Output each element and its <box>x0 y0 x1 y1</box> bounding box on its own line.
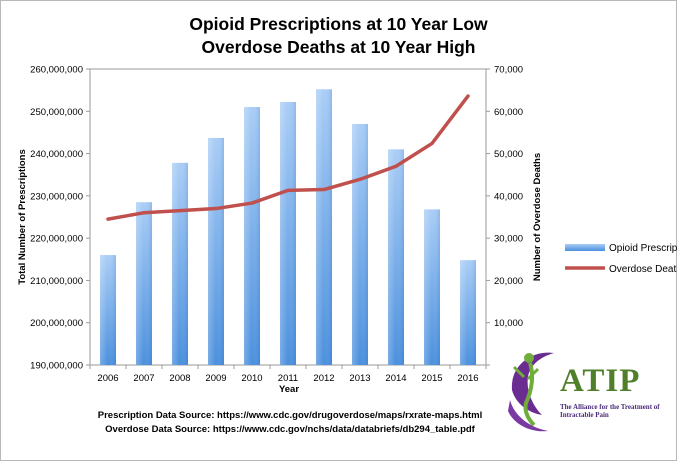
x-axis-title: Year <box>279 384 299 395</box>
bar-shade-2012 <box>316 89 332 365</box>
legend: Opioid Prescriptions Overdose Deaths <box>565 243 677 275</box>
left-tick-label: 240,000,000 <box>30 149 83 160</box>
bar-shade-2015 <box>424 209 440 365</box>
x-tick-label: 2013 <box>349 373 370 384</box>
bar-shade-2014 <box>388 149 404 365</box>
x-tick-label: 2006 <box>97 373 118 384</box>
legend-swatch-prescriptions <box>565 244 605 251</box>
line-series <box>106 94 470 221</box>
x-tick-label: 2007 <box>133 373 154 384</box>
left-tick-label: 260,000,000 <box>30 65 83 76</box>
right-axis-title: Number of Overdose Deaths <box>532 153 543 281</box>
left-axis-title: Total Number of Prescriptions <box>17 149 28 284</box>
chart-title-line2: Overdose Deaths at 10 Year High <box>201 37 476 57</box>
right-tick-label: 30,000 <box>494 234 523 245</box>
right-tick-label: 40,000 <box>494 191 523 202</box>
right-axis-ticks: 10,000 20,000 30,000 40,000 50,000 60,000 70,0… <box>486 65 523 366</box>
right-tick-label: 20,000 <box>494 276 523 287</box>
x-tick-label: 2015 <box>421 373 442 384</box>
x-tick-label: 2008 <box>169 373 190 384</box>
bar-shade-2008 <box>172 162 188 365</box>
x-axis-ticks: 2006 2007 2008 2009 2010 2011 2012 2013 2014 2015… <box>89 365 487 384</box>
left-tick-label: 230,000,000 <box>30 191 83 202</box>
bar-shade-2007 <box>136 202 152 365</box>
right-tick-label: 10,000 <box>494 318 523 329</box>
bar-shade-2006 <box>100 255 116 365</box>
atip-figure-icon <box>508 352 554 432</box>
x-tick-label: 2011 <box>278 373 298 384</box>
left-axis-ticks: 190,000,000 200,000,000 210,000,000 220,000… <box>30 65 90 372</box>
left-tick-label: 250,000,000 <box>30 107 83 118</box>
left-tick-label: 190,000,000 <box>30 361 83 372</box>
chart-title-line1: Opioid Prescriptions at 10 Year Low <box>189 14 488 34</box>
x-tick-label: 2010 <box>241 373 262 384</box>
right-tick-label: 50,000 <box>494 149 523 160</box>
bar-shade-2013 <box>352 123 368 365</box>
overdose-source: Overdose Data Source: https://www.cdc.go… <box>105 424 475 435</box>
left-tick-label: 200,000,000 <box>30 318 83 329</box>
bar-shade-2011 <box>280 101 296 366</box>
right-tick-label: 70,000 <box>494 65 523 76</box>
legend-label-overdose: Overdose Deaths <box>609 264 677 275</box>
atip-wordmark: ATIP <box>560 363 641 399</box>
atip-logo: ATIP The Alliance for the Treatment of I… <box>502 345 672 440</box>
x-tick-label: 2016 <box>457 373 478 384</box>
legend-label-prescriptions: Opioid Prescriptions <box>609 243 677 254</box>
bar-shade-2010 <box>244 107 260 366</box>
x-tick-label: 2012 <box>313 373 334 384</box>
left-tick-label: 220,000,000 <box>30 234 83 245</box>
bar-series <box>100 89 476 366</box>
right-tick-label: 60,000 <box>494 107 523 118</box>
atip-tagline: The Alliance for the Treatment of Intrac… <box>560 403 660 419</box>
bar-shade-2016 <box>460 260 476 365</box>
x-tick-label: 2009 <box>205 373 226 384</box>
left-tick-label: 210,000,000 <box>30 276 83 287</box>
prescription-source: Prescription Data Source: https://www.cd… <box>97 410 483 421</box>
x-tick-label: 2014 <box>385 373 406 384</box>
bar-shade-2009 <box>208 137 224 365</box>
